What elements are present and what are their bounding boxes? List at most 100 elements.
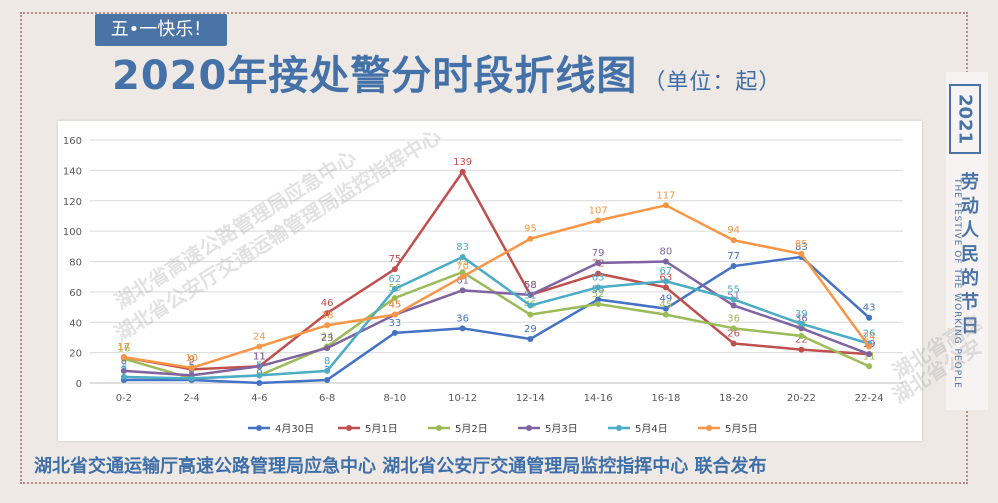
legend-marker	[706, 425, 712, 431]
data-point	[188, 364, 195, 371]
series-line-1	[123, 170, 870, 371]
data-point	[459, 168, 466, 175]
data-label: 77	[727, 251, 740, 262]
data-point	[256, 363, 263, 370]
y-tick-label: 0	[76, 379, 82, 390]
holiday-badge: 五•一快乐！	[95, 14, 227, 46]
data-label: 24	[321, 332, 334, 343]
data-label: 117	[656, 190, 675, 201]
data-point	[730, 263, 737, 270]
data-point	[459, 273, 466, 280]
data-label: 29	[524, 324, 537, 335]
page-title: 2020年接处警分时段折线图 （单位：起）	[112, 50, 781, 102]
y-tick-label: 140	[63, 166, 82, 177]
x-tick-label: 10-12	[448, 393, 477, 404]
data-label: 36	[456, 313, 469, 324]
data-label: 24	[863, 332, 876, 343]
data-label: 4	[121, 362, 127, 373]
data-point	[730, 237, 737, 244]
data-label: 51	[524, 291, 537, 302]
y-tick-label: 120	[63, 197, 82, 208]
data-point	[662, 258, 669, 265]
data-label: 36	[795, 313, 808, 324]
data-point	[324, 310, 331, 317]
data-point	[662, 202, 669, 209]
data-label: 58	[524, 280, 537, 291]
y-tick-label: 40	[69, 318, 82, 329]
data-point	[798, 250, 805, 257]
x-tick-label: 18-20	[719, 393, 748, 404]
data-label: 38	[321, 310, 334, 321]
legend-marker	[346, 425, 352, 431]
data-label: 63	[592, 272, 605, 283]
data-label: 26	[727, 329, 740, 340]
data-label: 23	[321, 333, 334, 344]
data-point	[527, 235, 534, 242]
y-tick-label: 20	[69, 349, 82, 360]
data-point	[324, 322, 331, 329]
data-point	[595, 284, 602, 291]
data-point	[662, 278, 669, 285]
data-point	[120, 367, 127, 374]
title-unit: （单位：起）	[643, 70, 782, 95]
data-label: 70	[456, 262, 469, 273]
data-label: 61	[456, 275, 469, 286]
legend-marker	[526, 425, 532, 431]
legend-label: 4月30日	[275, 423, 314, 435]
x-tick-label: 22-24	[855, 393, 884, 404]
x-tick-label: 8-10	[384, 393, 407, 404]
data-label: 24	[253, 332, 266, 343]
data-label: 33	[389, 318, 402, 329]
data-point	[459, 269, 466, 276]
data-point	[256, 343, 263, 350]
data-point	[391, 311, 398, 318]
series-line-4	[123, 255, 870, 380]
x-tick-label: 2-4	[183, 393, 199, 404]
data-label: 75	[389, 254, 402, 265]
data-label: 55	[727, 284, 740, 295]
data-label: 139	[453, 157, 472, 168]
data-label: 46	[321, 298, 334, 309]
data-label: 10	[185, 353, 198, 364]
data-label: 22	[795, 335, 808, 346]
data-label: 95	[524, 224, 537, 235]
data-point	[459, 325, 466, 332]
data-point	[595, 260, 602, 267]
data-label: 62	[389, 274, 402, 285]
data-label: 8	[324, 356, 330, 367]
y-tick-label: 160	[63, 136, 82, 147]
x-tick-label: 14-16	[584, 393, 613, 404]
data-label: 11	[253, 351, 266, 362]
legend-label: 5月1日	[365, 423, 398, 435]
data-point	[324, 376, 331, 383]
data-point	[730, 296, 737, 303]
legend-marker	[256, 425, 262, 431]
x-tick-label: 16-18	[651, 393, 680, 404]
data-point	[798, 332, 805, 339]
y-tick-label: 100	[63, 227, 82, 238]
x-tick-label: 20-22	[787, 393, 816, 404]
title-text: 2020年接处警分时段折线图	[112, 53, 638, 99]
data-point	[798, 320, 805, 327]
legend-marker	[616, 425, 622, 431]
data-label: 8	[121, 356, 127, 367]
data-point	[324, 367, 331, 374]
data-label: 94	[727, 225, 740, 236]
side-chinese-caption: 劳动人民的节日	[958, 172, 979, 340]
data-point	[662, 305, 669, 312]
legend-label: 5月2日	[455, 423, 488, 435]
data-label: 45	[389, 300, 402, 311]
data-point	[798, 346, 805, 353]
data-label: 11	[253, 351, 266, 362]
x-tick-label: 4-6	[251, 393, 267, 404]
data-label: 17	[118, 342, 131, 353]
data-label: 9	[188, 354, 194, 365]
data-point	[866, 314, 873, 321]
data-point	[527, 302, 534, 309]
year-label: 2021	[949, 84, 981, 154]
data-point	[324, 345, 331, 352]
data-point	[662, 284, 669, 291]
data-label: 63	[660, 272, 673, 283]
data-label: 16	[118, 344, 131, 355]
data-point	[866, 343, 873, 350]
